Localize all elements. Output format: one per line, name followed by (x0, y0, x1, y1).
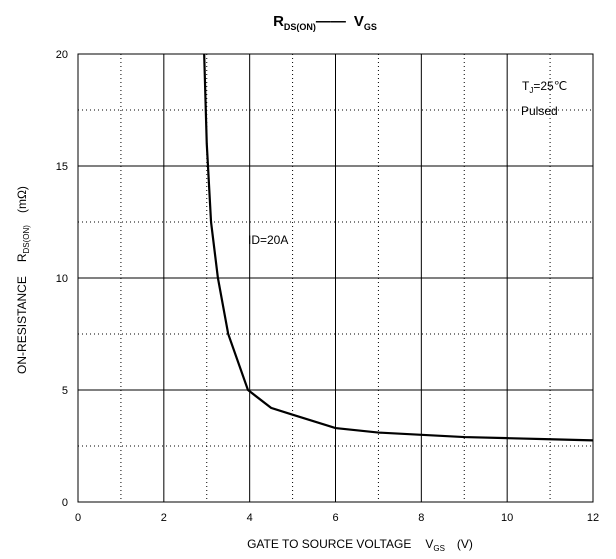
curve (203, 53, 594, 442)
y-tick-label: 10 (56, 273, 68, 285)
tj-sub: J (529, 86, 533, 95)
title-v: V (354, 13, 364, 30)
x-label-sym: V (425, 537, 433, 551)
x-label-sub: GS (433, 544, 445, 553)
x-tick-label: 12 (587, 512, 599, 524)
x-tick-label: 4 (247, 512, 253, 524)
y-label-text: ON-RESISTANCE (15, 276, 29, 374)
x-tick-label: 8 (418, 512, 424, 524)
x-axis-label: GATE TO SOURCE VOLTAGE VGS (V) (247, 537, 473, 553)
y-tick-label: 5 (62, 385, 68, 397)
y-label-unit: (mΩ) (15, 186, 29, 213)
x-tick-label: 6 (332, 512, 338, 524)
x-tick-label: 0 (75, 512, 81, 524)
x-tick-label: 10 (501, 512, 513, 524)
y-label-sym: R (15, 253, 29, 262)
y-tick-label: 15 (56, 161, 68, 173)
y-axis-label: ON-RESISTANCE RDS(ON) (mΩ) (15, 186, 31, 374)
tj: T (522, 79, 530, 93)
annotation: ID=20A (248, 233, 288, 247)
title-sub: GS (364, 22, 377, 32)
annotation: Pulsed (521, 104, 558, 118)
plot-frame (77, 53, 594, 503)
y-tick-label: 0 (62, 497, 68, 509)
annotation: TJ=25℃ (522, 79, 567, 95)
title-r: R (273, 13, 284, 30)
chart-title: RDS(ON)—— VGS (273, 13, 377, 32)
y-label-sub: DS(ON) (22, 225, 31, 254)
x-label-unit: (V) (457, 537, 473, 551)
title-sep: —— (316, 13, 346, 30)
title-sub: DS(ON) (284, 22, 316, 32)
y-tick-label: 20 (56, 49, 68, 61)
x-label-text: GATE TO SOURCE VOLTAGE (247, 537, 411, 551)
x-tick-label: 2 (161, 512, 167, 524)
